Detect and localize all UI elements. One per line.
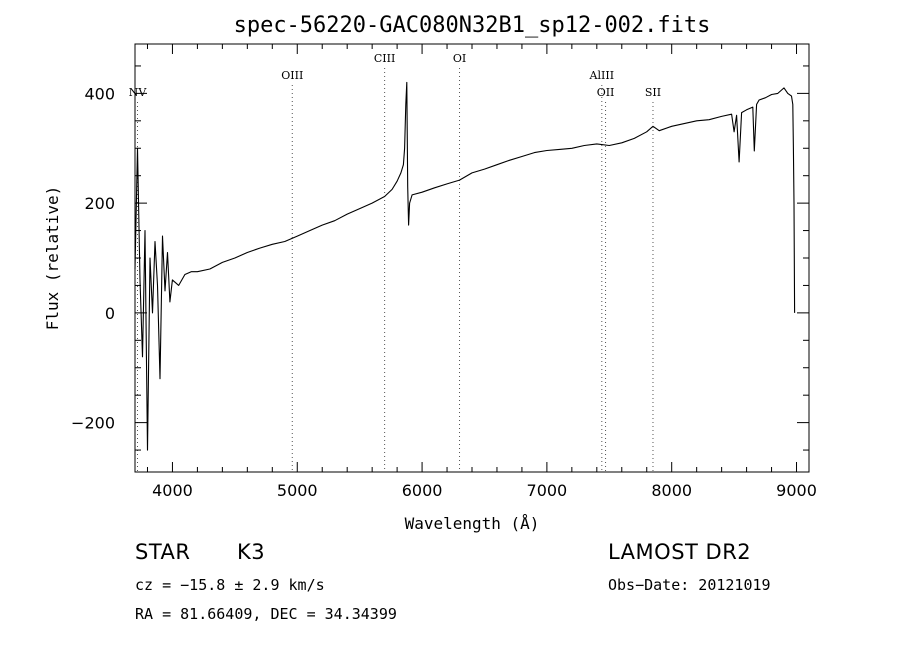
- coordinates: RA = 81.66409, DEC = 34.34399: [135, 605, 397, 623]
- line-marker-label: OIII: [281, 69, 303, 82]
- redshift-velocity: cz = −15.8 ± 2.9 km/s: [135, 576, 325, 594]
- y-tick-label: 400: [84, 84, 115, 103]
- y-tick-label: 0: [105, 304, 115, 323]
- x-tick-label: 9000: [776, 481, 817, 500]
- chart-title: spec-56220-GAC080N32B1_sp12-002.fits: [234, 13, 711, 38]
- observation-date: Obs−Date: 20121019: [608, 576, 771, 594]
- spectrum-series: [134, 81, 796, 451]
- spectrum-line: [134, 81, 796, 451]
- axis-ticks: 4000 5000 6000 7000 8000 9000 −200 0 200 400: [71, 44, 817, 500]
- spectral-subclass: K3: [237, 540, 266, 564]
- y-axis-label: Flux (relative): [43, 186, 62, 331]
- x-axis-label: Wavelength (Å): [405, 514, 540, 533]
- y-tick-label: 200: [84, 194, 115, 213]
- x-tick-label: 6000: [402, 481, 443, 500]
- x-tick-label: 7000: [527, 481, 568, 500]
- line-marker-label: OII: [597, 86, 615, 99]
- spectral-line-markers: NV OIII CIII OI AlIII OII SII: [129, 52, 661, 472]
- line-marker-label: CIII: [374, 52, 395, 65]
- line-marker-label: SII: [645, 86, 661, 99]
- object-type: STAR: [135, 540, 191, 564]
- y-tick-label: −200: [71, 414, 115, 433]
- x-tick-label: 4000: [152, 481, 193, 500]
- line-marker-label: AlIII: [589, 69, 615, 82]
- survey-name: LAMOST DR2: [608, 540, 752, 564]
- x-tick-label: 5000: [277, 481, 318, 500]
- x-tick-label: 8000: [651, 481, 692, 500]
- line-marker-label: OI: [453, 52, 466, 65]
- line-marker-label: NV: [129, 86, 148, 99]
